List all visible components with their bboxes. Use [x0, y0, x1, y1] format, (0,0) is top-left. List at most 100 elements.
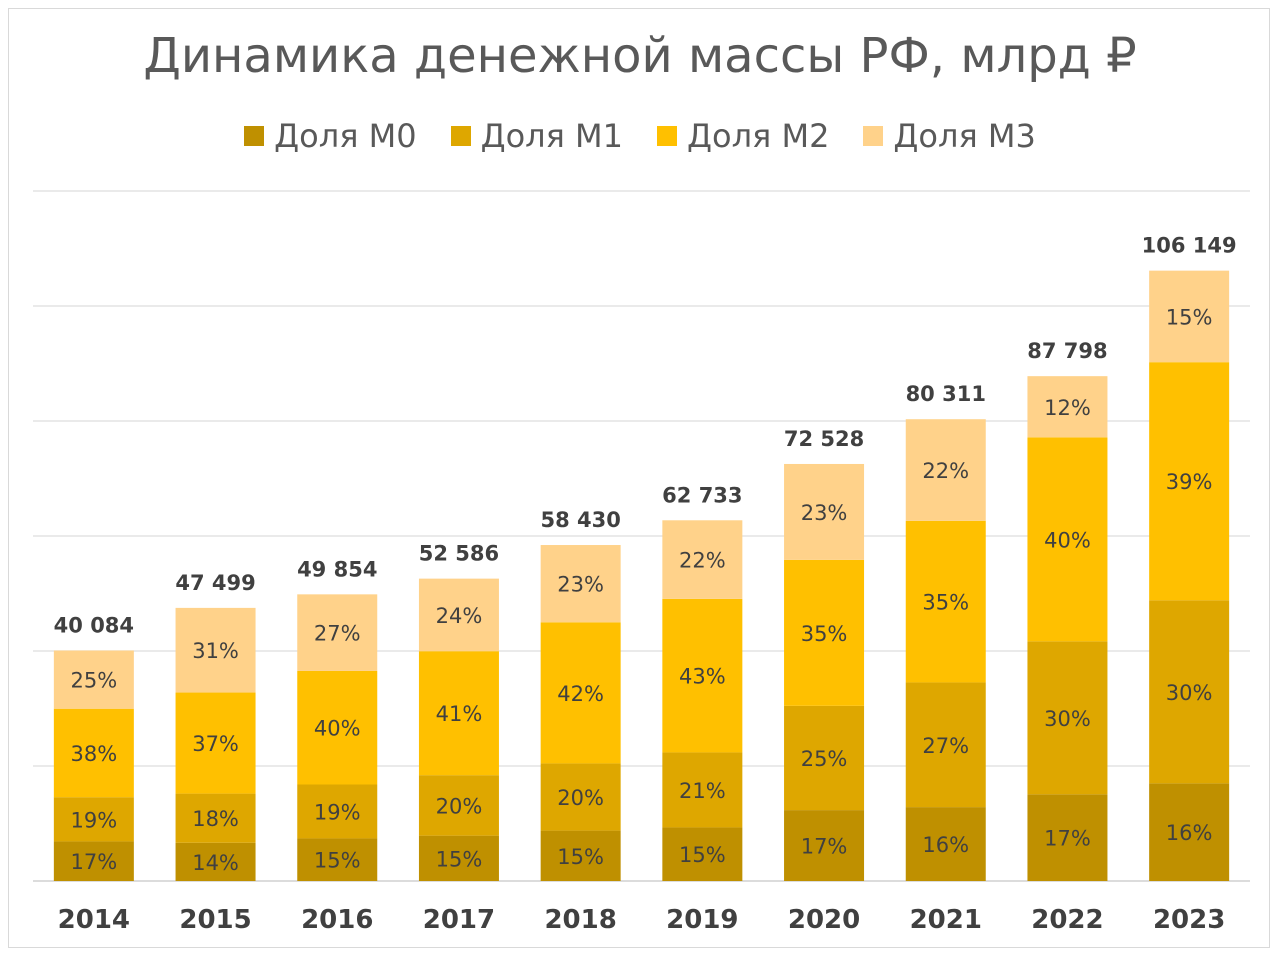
bar-segment-2016-m3 [297, 594, 378, 671]
x-tick-label: 2023 [1153, 905, 1225, 935]
bar-segment-2022-m1 [1027, 641, 1108, 795]
bar-segment-2020-m3 [784, 463, 865, 560]
bar-segment-2022-m0 [1027, 794, 1108, 881]
x-tick-label: 2020 [788, 905, 860, 935]
segment-label: 15% [1166, 305, 1213, 329]
total-label: 72 528 [784, 427, 864, 451]
bar-segment-2018-m0 [540, 830, 621, 881]
bar-segment-2019-m1 [662, 752, 743, 828]
bar-segment-2023-m0 [1149, 783, 1230, 881]
segment-label: 19% [314, 800, 361, 824]
segment-label: 15% [557, 845, 604, 869]
legend-label: Доля М2 [687, 117, 830, 155]
legend-item-m0: Доля М0 [244, 117, 417, 155]
segment-label: 40% [1044, 528, 1091, 552]
x-tick-label: 2018 [544, 905, 616, 935]
legend-label: Доля М0 [274, 117, 417, 155]
segment-label: 14% [192, 851, 239, 875]
bar-segment-2022-m3 [1027, 376, 1108, 438]
segment-label: 35% [801, 622, 848, 646]
legend-swatch [244, 126, 265, 146]
bar-segment-2018-m3 [540, 545, 621, 623]
segment-label: 27% [314, 622, 361, 646]
legend: Доля М0 Доля М1 Доля М2 Доля М3 [0, 117, 1280, 155]
segment-label: 39% [1166, 470, 1213, 494]
bar-segment-2023-m3 [1149, 270, 1230, 363]
chart-frame [8, 8, 1270, 948]
bar-segment-2020-m1 [784, 705, 865, 811]
bar-segment-2014-m0 [53, 841, 134, 881]
bar-segment-2015-m1 [175, 793, 256, 843]
segment-label: 43% [679, 665, 726, 689]
segment-label: 38% [71, 742, 118, 766]
total-label: 52 586 [419, 542, 499, 566]
segment-label: 24% [436, 604, 483, 628]
legend-item-m3: Доля М3 [863, 117, 1036, 155]
legend-item-m1: Доля М1 [450, 117, 623, 155]
legend-swatch [863, 126, 884, 146]
bar-segment-2017-m1 [418, 775, 499, 836]
total-label: 106 149 [1142, 234, 1237, 258]
bar-segment-2014-m1 [53, 797, 134, 842]
bar-segment-2021-m1 [905, 682, 986, 808]
bar-segment-2017-m0 [418, 835, 499, 881]
bar-segment-2020-m2 [784, 559, 865, 706]
total-label: 87 798 [1027, 339, 1107, 363]
legend-item-m2: Доля М2 [657, 117, 829, 155]
x-tick-label: 2021 [910, 905, 982, 935]
segment-label: 27% [922, 734, 969, 758]
total-label: 58 430 [540, 508, 620, 532]
bar-segment-2019-m0 [662, 827, 743, 881]
segment-label: 17% [801, 835, 848, 859]
segment-label: 15% [679, 843, 726, 867]
segment-label: 42% [557, 682, 604, 706]
segment-label: 16% [922, 833, 969, 857]
segment-label: 17% [71, 850, 118, 874]
bar-segment-2015-m0 [175, 842, 256, 881]
legend-swatch [657, 126, 677, 146]
total-label: 62 733 [662, 483, 742, 507]
total-label: 40 084 [54, 614, 134, 638]
segment-label: 23% [801, 501, 848, 525]
bar-segment-2021-m0 [905, 807, 986, 881]
segment-label: 22% [679, 549, 726, 573]
segment-label: 20% [557, 786, 604, 810]
bar-segment-2014-m3 [53, 650, 134, 709]
segment-label: 19% [71, 808, 118, 832]
segment-label: 41% [436, 702, 483, 726]
segment-label: 22% [922, 459, 969, 483]
bar-segment-2015-m3 [175, 607, 256, 693]
x-tick-label: 2019 [666, 905, 738, 935]
bar-segment-2016-m1 [297, 784, 378, 839]
bar-segment-2016-m0 [297, 838, 378, 881]
segment-label: 35% [922, 591, 969, 615]
x-tick-label: 2016 [301, 905, 373, 935]
bar-segment-2018-m2 [540, 622, 621, 764]
x-tick-label: 2022 [1031, 905, 1103, 935]
segment-label: 21% [679, 779, 726, 803]
chart-title: Динамика денежной массы РФ, млрд ₽ [143, 28, 1137, 84]
segment-label: 40% [314, 717, 361, 741]
bar-segment-2017-m3 [418, 578, 499, 652]
bar-segment-2019-m2 [662, 598, 743, 753]
bar-segment-2022-m2 [1027, 437, 1108, 642]
bar-segment-2017-m2 [418, 651, 499, 776]
bar-segment-2018-m1 [540, 763, 621, 831]
bar-segment-2019-m3 [662, 520, 743, 599]
segment-label: 20% [436, 794, 483, 818]
bar-segment-2015-m2 [175, 692, 256, 794]
segment-label: 15% [436, 847, 483, 871]
segment-label: 30% [1044, 707, 1091, 731]
x-tick-label: 2017 [423, 905, 495, 935]
bar-segment-2014-m2 [53, 708, 134, 798]
segment-label: 37% [192, 732, 239, 756]
segment-label: 25% [801, 747, 848, 771]
legend-label: Доля М1 [480, 117, 623, 155]
segment-label: 17% [1044, 827, 1091, 851]
x-tick-label: 2014 [58, 905, 130, 935]
segment-label: 23% [557, 573, 604, 597]
segment-label: 15% [314, 849, 361, 873]
bar-segment-2023-m1 [1149, 600, 1230, 784]
total-label: 47 499 [175, 571, 255, 595]
